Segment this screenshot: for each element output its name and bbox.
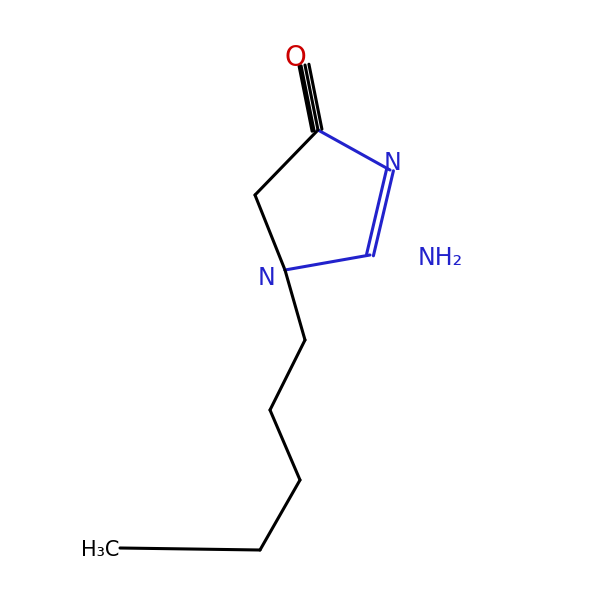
Text: NH₂: NH₂ bbox=[418, 246, 463, 270]
Text: N: N bbox=[384, 151, 402, 175]
Text: O: O bbox=[284, 44, 306, 72]
Text: H₃C: H₃C bbox=[81, 540, 119, 560]
Text: N: N bbox=[258, 266, 276, 290]
